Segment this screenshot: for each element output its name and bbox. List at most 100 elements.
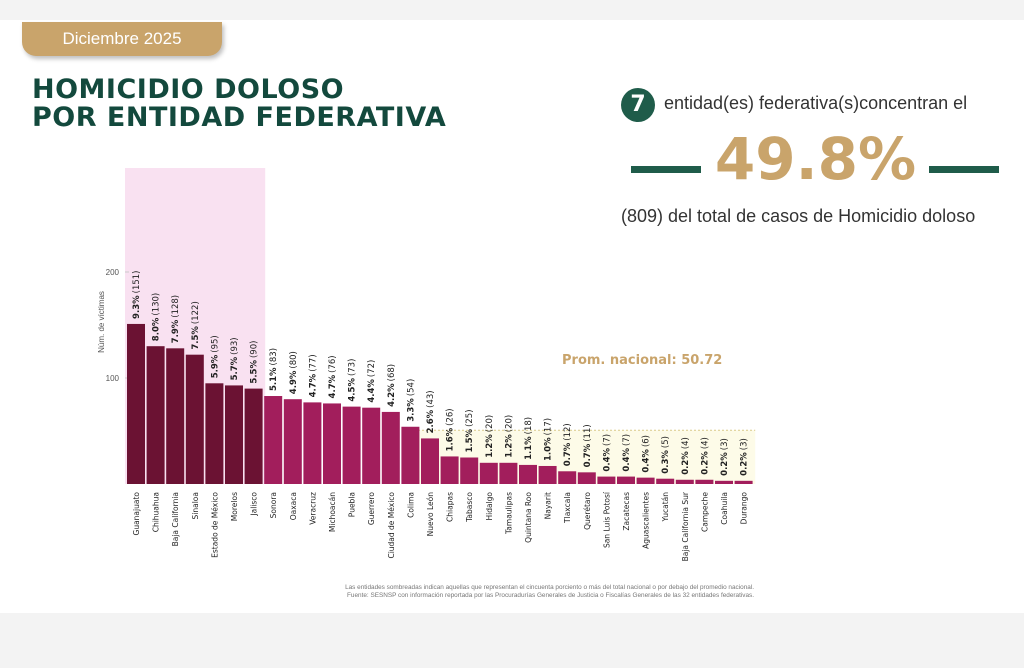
- pct-label: 0.3%: [661, 450, 671, 474]
- bar-11: [342, 406, 361, 484]
- count-label: (93): [230, 337, 240, 354]
- count-label: (4): [681, 437, 691, 449]
- page-title: HOMICIDIO DOLOSO POR ENTIDAD FEDERATIVA: [32, 76, 446, 132]
- bottom-band: [0, 613, 1024, 668]
- pct-label: 4.2%: [387, 383, 397, 407]
- pct-label: 2.6%: [426, 409, 436, 433]
- x-tick-label-9: Veracruz: [308, 492, 317, 525]
- bar-3: [185, 354, 204, 484]
- pct-label: 0.4%: [642, 449, 652, 473]
- bar-25: [617, 476, 635, 484]
- x-tick-label-12: Guerrero: [367, 492, 376, 526]
- bar-21: [538, 465, 557, 484]
- bar-10: [323, 403, 341, 484]
- x-tick-label-22: Tlaxcala: [563, 492, 572, 524]
- count-label: (151): [132, 271, 142, 294]
- data-label-20: 1.1% (18): [524, 417, 534, 460]
- x-tick-label-25: Zacatecas: [622, 492, 631, 531]
- data-label-8: 4.9% (80): [289, 351, 299, 394]
- x-tick-label-23: Querétaro: [583, 492, 592, 530]
- x-tick-label-1: Chihuahua: [152, 492, 161, 532]
- pct-label: 4.4%: [367, 379, 377, 403]
- count-label: (4): [700, 437, 710, 449]
- kpi-count-badge: 7: [621, 88, 655, 122]
- count-label: (128): [171, 295, 181, 318]
- pct-label: 5.1%: [269, 367, 279, 391]
- title-line-2: POR ENTIDAD FEDERATIVA: [32, 102, 447, 133]
- pct-label: 7.9%: [171, 319, 181, 343]
- x-tick-label-24: San Luis Potosí: [602, 491, 611, 548]
- x-tick-label-13: Ciudad de México: [387, 492, 396, 559]
- x-tick-label-29: Campeche: [700, 492, 709, 532]
- data-label-21: 1.0% (17): [544, 418, 554, 461]
- bar-8: [283, 399, 302, 484]
- data-label-5: 5.7% (93): [230, 337, 240, 380]
- bar-9: [303, 402, 322, 484]
- pct-label: 1.5%: [465, 428, 475, 452]
- data-label-26: 0.4% (6): [642, 435, 652, 473]
- pct-label: 7.5%: [191, 326, 201, 350]
- data-label-14: 3.3% (54): [406, 379, 416, 422]
- pct-label: 4.7%: [308, 373, 318, 397]
- x-tick-label-20: Quintana Roo: [524, 492, 533, 543]
- footnote-line-1: Las entidades sombreadas indican aquella…: [345, 584, 754, 591]
- data-label-13: 4.2% (68): [387, 364, 397, 407]
- count-label: (25): [465, 409, 475, 426]
- x-tick-label-11: Puebla: [348, 492, 357, 517]
- count-label: (6): [642, 435, 652, 447]
- x-tick-label-3: Sinaloa: [191, 492, 200, 519]
- pct-label: 5.7%: [230, 356, 240, 380]
- data-label-9: 4.7% (77): [308, 354, 318, 397]
- data-label-18: 1.2% (20): [485, 415, 495, 458]
- bar-22: [558, 471, 577, 484]
- data-label-0: 9.3%(151): [132, 271, 142, 319]
- data-label-1: 8.0%(130): [152, 293, 162, 341]
- pct-label: 1.6%: [446, 427, 456, 451]
- data-label-28: 0.2% (4): [681, 437, 691, 475]
- bar-2: [166, 348, 185, 484]
- data-label-25: 0.4% (7): [622, 434, 632, 472]
- data-label-23: 0.7% (11): [583, 424, 593, 467]
- count-label: (68): [387, 364, 397, 381]
- y-axis-label: Núm. de víctimas: [97, 291, 106, 353]
- bar-12: [362, 407, 381, 484]
- bar-24: [597, 476, 616, 484]
- bar-20: [519, 464, 537, 484]
- data-label-16: 1.6% (26): [446, 408, 456, 451]
- count-label: (18): [524, 417, 534, 434]
- top-band: [0, 0, 1024, 20]
- date-badge: Diciembre 2025: [22, 22, 222, 56]
- data-label-29: 0.2% (4): [700, 437, 710, 475]
- x-tick-label-4: Estado de México: [210, 492, 219, 558]
- count-label: (3): [720, 438, 730, 450]
- bar-17: [460, 457, 479, 484]
- x-tick-label-14: Colima: [406, 492, 415, 518]
- data-label-24: 0.4% (7): [602, 434, 612, 472]
- pct-label: 0.2%: [740, 452, 750, 476]
- count-label: (72): [367, 360, 377, 377]
- count-label: (11): [583, 424, 593, 441]
- x-tick-label-21: Nayarit: [544, 492, 553, 519]
- count-label: (17): [544, 418, 554, 435]
- pct-label: 0.2%: [700, 451, 710, 475]
- kpi-text-bottom: (809) del total de casos de Homicidio do…: [621, 206, 976, 226]
- x-tick-label-15: Nuevo León: [426, 492, 435, 537]
- x-tick-label-17: Tabasco: [465, 492, 474, 523]
- kpi-rule-right: [929, 166, 999, 173]
- data-label-19: 1.2% (20): [504, 415, 514, 458]
- pct-label: 9.3%: [132, 295, 142, 319]
- data-label-11: 4.5% (73): [348, 359, 358, 402]
- bar-0: [127, 323, 145, 484]
- bar-26: [636, 477, 655, 484]
- bar-29: [695, 479, 714, 484]
- data-label-2: 7.9%(128): [171, 295, 181, 343]
- bar-16: [440, 456, 459, 484]
- x-tick-label-5: Morelos: [230, 492, 239, 521]
- count-label: (83): [269, 348, 279, 365]
- pct-label: 0.7%: [563, 442, 573, 466]
- pct-label: 4.7%: [328, 374, 338, 398]
- count-label: (54): [406, 379, 416, 396]
- pct-label: 1.2%: [504, 434, 514, 458]
- bar-7: [264, 396, 283, 484]
- x-tick-label-2: Baja California: [171, 492, 180, 546]
